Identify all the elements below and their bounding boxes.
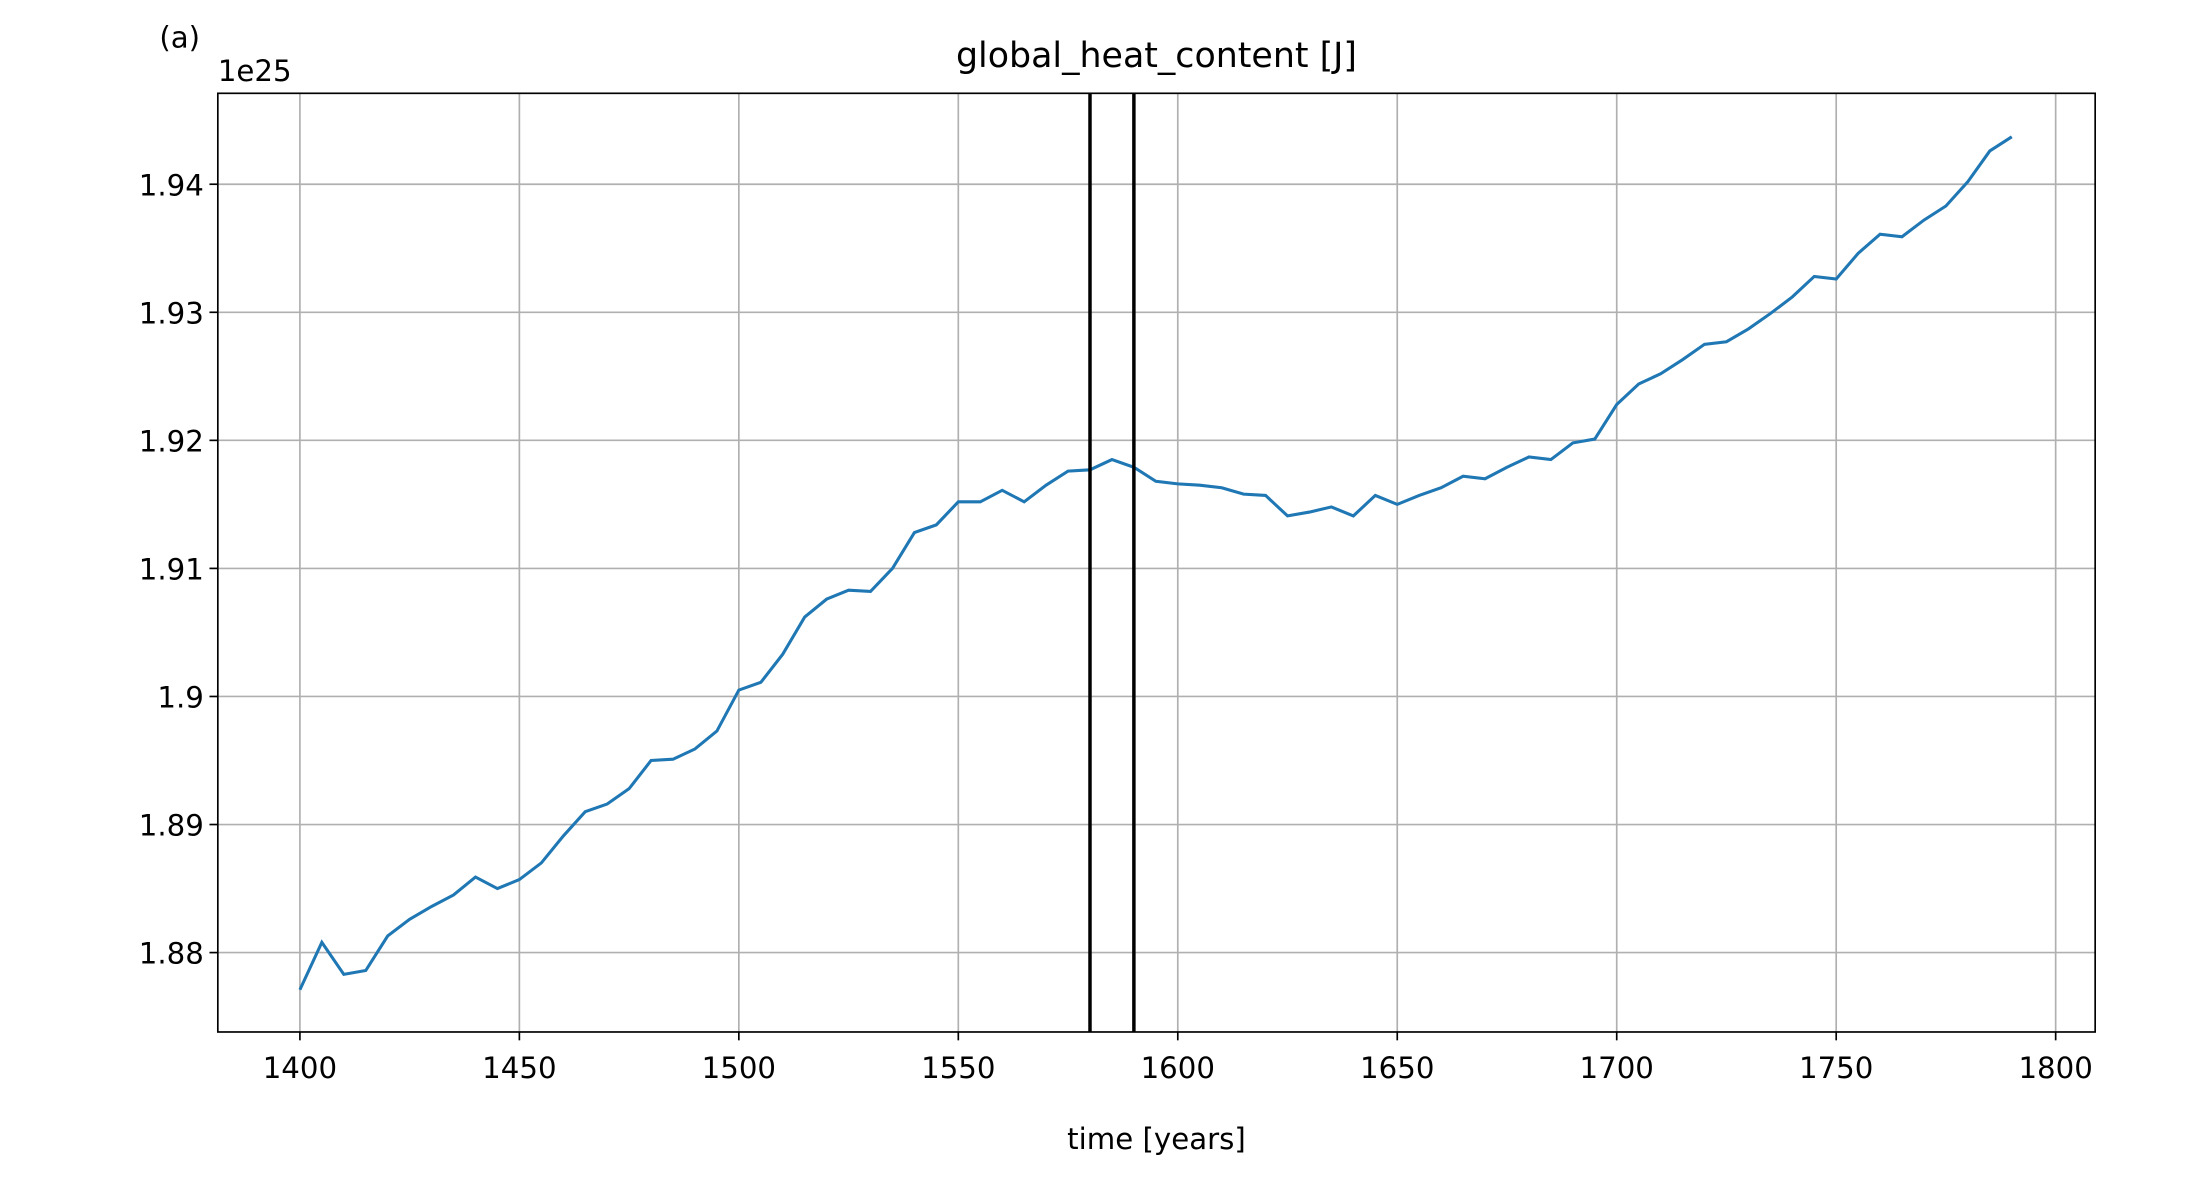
x-tick-label: 1450 xyxy=(482,1051,556,1085)
x-tick-label: 1650 xyxy=(1360,1051,1434,1085)
data-line xyxy=(298,135,2013,991)
y-tick-label: 1.89 xyxy=(139,809,204,843)
x-tick-label: 1550 xyxy=(921,1051,995,1085)
y-tick-label: 1.92 xyxy=(139,424,204,458)
background xyxy=(6,0,2190,1181)
x-tick-label: 1800 xyxy=(2018,1051,2092,1085)
chart-title: global_heat_content [J] xyxy=(956,36,1357,76)
x-tick-label: 1400 xyxy=(263,1051,337,1085)
y-tick-label: 1.94 xyxy=(139,168,204,202)
x-tick-label: 1750 xyxy=(1799,1051,1873,1085)
y-tick-label: 1.93 xyxy=(139,296,204,330)
y-offset-label: 1e25 xyxy=(218,54,292,88)
y-tick-label: 1.88 xyxy=(139,937,204,971)
x-tick-label: 1600 xyxy=(1141,1051,1215,1085)
panel-label: (a) xyxy=(159,20,200,54)
y-tick-label: 1.9 xyxy=(157,681,204,715)
plot-frame xyxy=(216,92,2097,1033)
x-axis-label: time [years] xyxy=(1067,1122,1246,1156)
x-tick-label: 1700 xyxy=(1580,1051,1654,1085)
y-tick-label: 1.91 xyxy=(139,553,204,587)
x-tick-label: 1500 xyxy=(702,1051,776,1085)
